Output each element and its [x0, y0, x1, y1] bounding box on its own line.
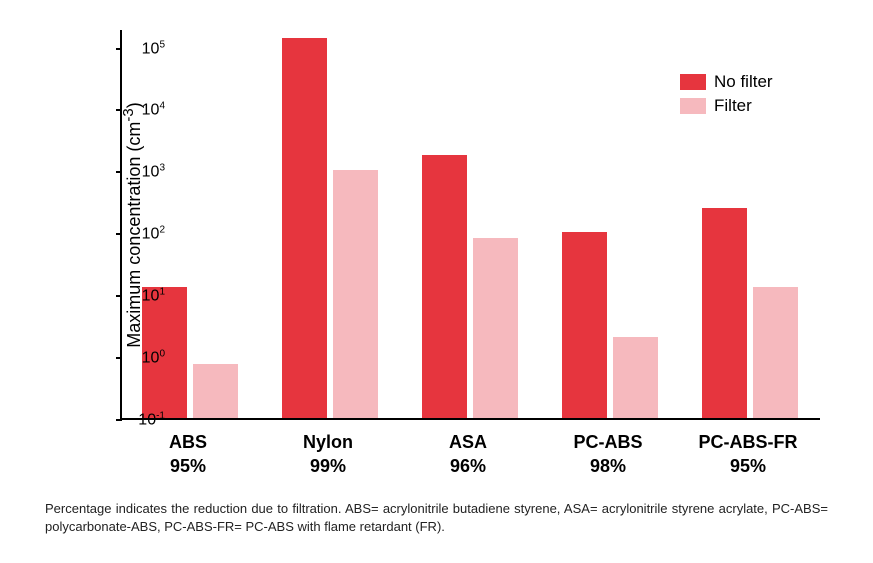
category-percent: 96% [450, 456, 486, 476]
ytick-label: 104 [142, 101, 165, 120]
ytick-mark [116, 357, 122, 359]
ytick-mark [116, 48, 122, 50]
caption-text: Percentage indicates the reduction due t… [45, 500, 828, 535]
ytick-mark [116, 171, 122, 173]
legend-label: No filter [714, 72, 773, 92]
bar-no-filter [422, 155, 467, 418]
x-category-label: PC-ABS-FR 95% [683, 430, 813, 479]
category-name: PC-ABS [573, 432, 642, 452]
ytick-label: 101 [142, 287, 165, 306]
x-category-label: ABS 95% [123, 430, 253, 479]
ytick-mark [116, 295, 122, 297]
x-category-label: ASA 96% [403, 430, 533, 479]
legend-item: Filter [680, 96, 752, 116]
bar-filter [473, 238, 518, 418]
ytick-label: 105 [142, 39, 165, 58]
ytick-mark [116, 109, 122, 111]
legend-item: No filter [680, 72, 773, 92]
ytick-label: 103 [142, 163, 165, 182]
legend-swatch [680, 98, 706, 114]
ytick-label: 10-1 [138, 410, 165, 429]
x-category-label: Nylon 99% [263, 430, 393, 479]
bar-no-filter [282, 38, 327, 418]
legend-swatch [680, 74, 706, 90]
bar-filter [193, 364, 238, 418]
bar-filter [753, 287, 798, 418]
ytick-label: 102 [142, 225, 165, 244]
bar-filter [613, 337, 658, 418]
category-name: ABS [169, 432, 207, 452]
category-name: ASA [449, 432, 487, 452]
category-name: PC-ABS-FR [699, 432, 798, 452]
category-percent: 99% [310, 456, 346, 476]
x-category-label: PC-ABS 98% [543, 430, 673, 479]
ytick-mark [116, 233, 122, 235]
category-name: Nylon [303, 432, 353, 452]
bar-no-filter [702, 208, 747, 418]
chart-container: Maximum concentration (cm-3) Percentage … [0, 0, 873, 563]
ytick-label: 100 [142, 348, 165, 367]
bar-no-filter [562, 232, 607, 418]
legend-label: Filter [714, 96, 752, 116]
bar-filter [333, 170, 378, 418]
category-percent: 95% [170, 456, 206, 476]
category-percent: 98% [590, 456, 626, 476]
category-percent: 95% [730, 456, 766, 476]
ytick-mark [116, 419, 122, 421]
